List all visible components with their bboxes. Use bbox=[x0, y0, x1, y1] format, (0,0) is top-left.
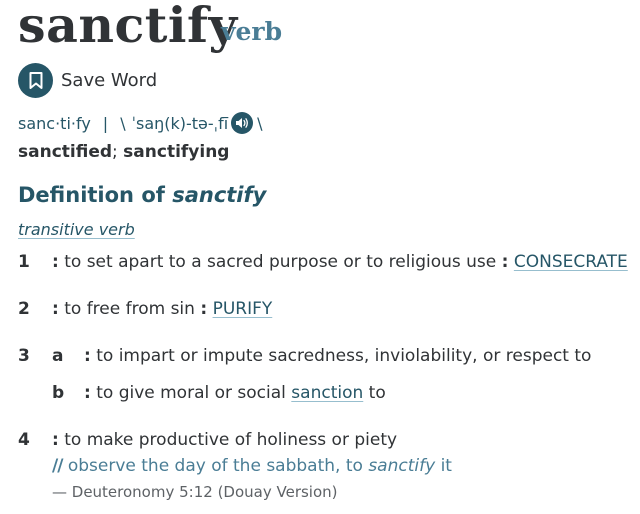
pron-separator: | bbox=[102, 113, 109, 133]
part-of-speech[interactable]: verb bbox=[221, 17, 283, 46]
sense-4-definition: : to make productive of holiness or piet… bbox=[52, 430, 397, 450]
definition-heading-word: sanctify bbox=[172, 183, 267, 207]
sense-number-2: 2 bbox=[18, 299, 30, 319]
sense-number-4: 4 bbox=[18, 430, 30, 450]
sense-colon: : bbox=[52, 252, 59, 272]
example-text-after: it bbox=[440, 456, 452, 476]
inflection-separator: ; bbox=[112, 142, 118, 162]
sense-number-3: 3 bbox=[18, 346, 30, 366]
pron-close: \ bbox=[257, 113, 263, 133]
sense-1-text: to set apart to a sacred purpose or to r… bbox=[64, 252, 497, 272]
definition-heading-prefix: Definition of bbox=[18, 183, 165, 207]
sense-colon: : bbox=[84, 383, 91, 403]
pronunciation-text: ˈsaŋ(k)-tə-ˌfī bbox=[131, 113, 229, 133]
sense-letter-b: b bbox=[52, 383, 65, 403]
example-italic-word: sanctify bbox=[368, 456, 436, 476]
save-word-button[interactable]: Save Word bbox=[18, 63, 157, 98]
speaker-icon[interactable] bbox=[231, 112, 254, 134]
example-citation: — Deuteronomy 5:12 (Douay Version) bbox=[52, 483, 338, 501]
xref-purify-link[interactable]: PURIFY bbox=[212, 299, 273, 319]
example-sentence: // observe the day of the sabbath, to sa… bbox=[52, 456, 452, 476]
sense-2-text: to free from sin bbox=[64, 299, 195, 319]
sense-colon: : bbox=[52, 430, 59, 450]
sense-3b-definition: : to give moral or social sanction to bbox=[84, 383, 386, 403]
sense-2-definition: : to free from sin : PURIFY bbox=[52, 299, 272, 319]
sanction-link[interactable]: sanction bbox=[291, 383, 364, 403]
inflection-present-participle: sanctifying bbox=[123, 142, 230, 162]
example-marker: // bbox=[52, 456, 63, 476]
sense-3a-definition: : to impart or impute sacredness, inviol… bbox=[84, 346, 591, 366]
sense-letter-a: a bbox=[52, 346, 64, 366]
inflections: sanctified; sanctifying bbox=[18, 142, 229, 162]
sense-colon: : bbox=[52, 299, 59, 319]
headword: sanctify bbox=[18, 0, 238, 54]
function-label-link[interactable]: transitive verb bbox=[18, 220, 135, 239]
sense-3b-text-before: to give moral or social bbox=[96, 383, 286, 403]
bookmark-icon[interactable] bbox=[18, 63, 53, 98]
pronunciation-row: sanc·ti·fy | \ ˈsaŋ(k)-tə-ˌfī \ bbox=[18, 112, 263, 134]
definition-heading: Definition of sanctify bbox=[18, 183, 266, 207]
sense-number-1: 1 bbox=[18, 252, 30, 272]
sense-colon: : bbox=[501, 252, 509, 272]
sense-4-text: to make productive of holiness or piety bbox=[64, 430, 398, 450]
xref-consecrate-link[interactable]: CONSECRATE bbox=[513, 252, 628, 272]
sense-1-definition: : to set apart to a sacred purpose or to… bbox=[52, 252, 628, 272]
inflection-past: sanctified bbox=[18, 142, 113, 162]
syllables: sanc·ti·fy bbox=[18, 113, 91, 133]
sense-3a-text: to impart or impute sacredness, inviolab… bbox=[96, 346, 592, 366]
save-word-label[interactable]: Save Word bbox=[61, 70, 158, 91]
pron-open: \ bbox=[120, 113, 126, 133]
sense-colon: : bbox=[84, 346, 91, 366]
example-text-before: observe the day of the sabbath, to bbox=[67, 456, 363, 476]
sense-3b-text-after: to bbox=[368, 383, 386, 403]
sense-colon: : bbox=[200, 299, 208, 319]
